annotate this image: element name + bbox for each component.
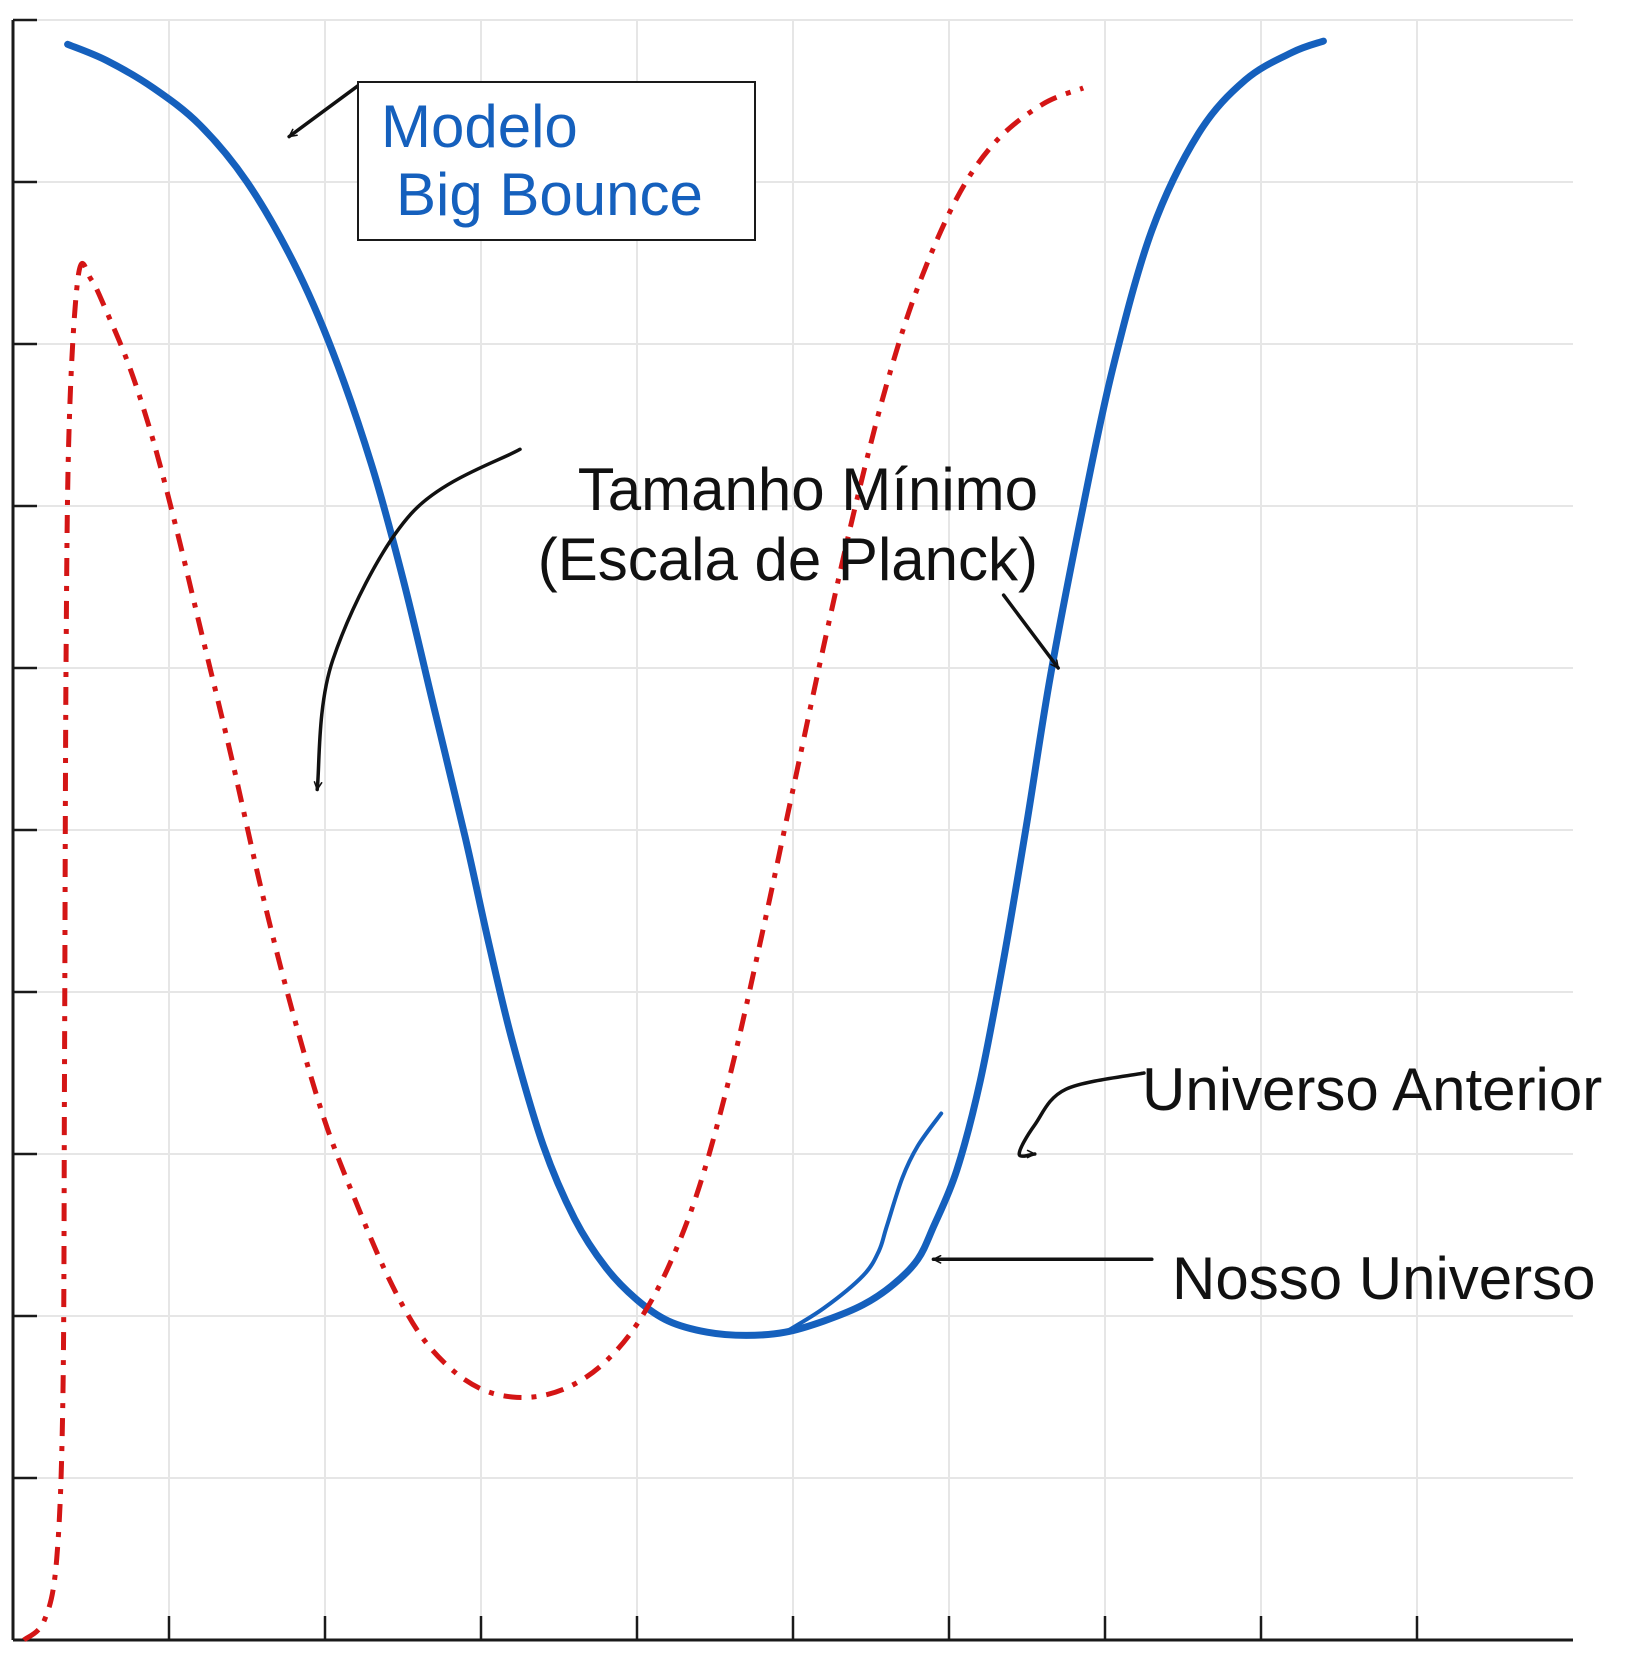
legend: Modelo Big Bounce bbox=[357, 81, 756, 241]
annotation-tamanho-minimo-line-2: (Escala de Planck) bbox=[538, 526, 1038, 593]
annotation-layer bbox=[287, 83, 1154, 1264]
axes-layer bbox=[11, 18, 1573, 1642]
annotation-nosso-universo: Nosso Universo bbox=[1172, 1245, 1596, 1312]
series-nosso-universo bbox=[783, 1111, 944, 1335]
arrow-tamanho-minimo-1 bbox=[1001, 593, 1060, 670]
arrow-universo-anterior-label-0 bbox=[1017, 1071, 1146, 1159]
arrow-modelo-arrow-0 bbox=[287, 83, 362, 139]
annotation-universo-anterior: Universo Anterior bbox=[1142, 1056, 1602, 1123]
legend-entry-big-bounce: Big Bounce bbox=[396, 161, 703, 228]
series-big-bounce bbox=[64, 37, 1327, 1339]
series-layer bbox=[22, 37, 1327, 1643]
annotation-tamanho-minimo-line-1: Tamanho Mínimo bbox=[578, 456, 1038, 523]
legend-box bbox=[357, 81, 756, 241]
grid-layer bbox=[13, 19, 1573, 1640]
arrow-tamanho-minimo-0 bbox=[313, 447, 522, 792]
series-universo-anterior bbox=[22, 85, 1085, 1643]
legend-entry-modelo: Modelo bbox=[381, 93, 578, 160]
annotation-text-layer: Tamanho Mínimo (Escala de Planck) Univer… bbox=[538, 456, 1602, 1312]
